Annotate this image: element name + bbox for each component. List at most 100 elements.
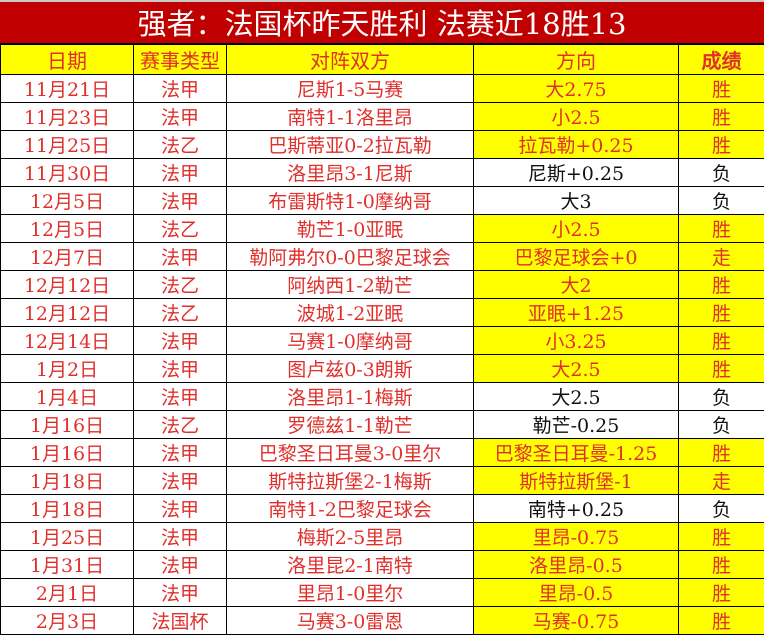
direction-cell: 小2.5 (473, 214, 679, 243)
match-cell: 布雷斯特1-0摩纳哥 (226, 186, 474, 215)
direction-cell: 大2.5 (473, 354, 679, 383)
direction-cell: 里昂-0.5 (473, 578, 679, 607)
type-cell: 法甲 (133, 550, 227, 579)
header-row: 日期 赛事类型 对阵双方 方向 成绩 (0, 44, 764, 75)
date-cell: 11月30日 (0, 158, 134, 187)
result-cell: 胜 (678, 578, 764, 607)
date-cell: 12月14日 (0, 326, 134, 355)
type-cell: 法甲 (133, 242, 227, 271)
match-cell: 南特1-2巴黎足球会 (226, 494, 474, 523)
direction-cell: 里昂-0.75 (473, 522, 679, 551)
table-row: 1月31日 法甲 洛里昆2-1南特 洛里昂-0.5 胜 (0, 550, 764, 579)
match-cell: 里昂1-0里尔 (226, 578, 474, 607)
direction-cell: 大2.5 (473, 382, 679, 411)
header-direction: 方向 (473, 44, 679, 75)
table-row: 1月18日 法甲 斯特拉斯堡2-1梅斯 斯特拉斯堡-1 走 (0, 466, 764, 495)
type-cell: 法乙 (133, 298, 227, 327)
header-match: 对阵双方 (226, 44, 474, 75)
direction-cell: 洛里昂-0.5 (473, 550, 679, 579)
date-cell: 1月16日 (0, 438, 134, 467)
result-cell: 胜 (678, 298, 764, 327)
results-table: 日期 赛事类型 对阵双方 方向 成绩 11月21日 法甲 尼斯1-5马赛 大2.75 胜… (0, 44, 764, 635)
type-cell: 法甲 (133, 158, 227, 187)
result-cell: 负 (678, 410, 764, 439)
date-cell: 11月21日 (0, 74, 134, 103)
type-cell: 法甲 (133, 494, 227, 523)
table-row: 12月5日 法甲 布雷斯特1-0摩纳哥 大3 负 (0, 186, 764, 215)
table-row: 12月12日 法乙 阿纳西1-2勒芒 大2 胜 (0, 270, 764, 299)
match-cell: 勒阿弗尔0-0巴黎足球会 (226, 242, 474, 271)
type-cell: 法甲 (133, 74, 227, 103)
date-cell: 12月5日 (0, 214, 134, 243)
result-cell: 走 (678, 466, 764, 495)
match-cell: 巴斯蒂亚0-2拉瓦勒 (226, 130, 474, 159)
direction-cell: 亚眠+1.25 (473, 298, 679, 327)
date-cell: 12月7日 (0, 242, 134, 271)
direction-cell: 尼斯+0.25 (473, 158, 679, 187)
date-cell: 11月25日 (0, 130, 134, 159)
type-cell: 法甲 (133, 438, 227, 467)
result-cell: 胜 (678, 438, 764, 467)
date-cell: 11月23日 (0, 102, 134, 131)
table-row: 2月1日 法甲 里昂1-0里尔 里昂-0.5 胜 (0, 578, 764, 607)
table-row: 12月5日 法乙 勒芒1-0亚眠 小2.5 胜 (0, 214, 764, 243)
type-cell: 法乙 (133, 214, 227, 243)
table-row: 11月21日 法甲 尼斯1-5马赛 大2.75 胜 (0, 74, 764, 103)
type-cell: 法甲 (133, 466, 227, 495)
header-type: 赛事类型 (133, 44, 227, 75)
result-cell: 胜 (678, 102, 764, 131)
date-cell: 12月12日 (0, 298, 134, 327)
match-cell: 马赛1-0摩纳哥 (226, 326, 474, 355)
direction-cell: 小3.25 (473, 326, 679, 355)
table-row: 2月3日 法国杯 马赛3-0雷恩 马赛-0.75 胜 (0, 606, 764, 635)
type-cell: 法甲 (133, 326, 227, 355)
date-cell: 1月31日 (0, 550, 134, 579)
date-cell: 1月18日 (0, 466, 134, 495)
direction-cell: 大3 (473, 186, 679, 215)
result-cell: 胜 (678, 354, 764, 383)
type-cell: 法甲 (133, 102, 227, 131)
type-cell: 法乙 (133, 270, 227, 299)
date-cell: 1月18日 (0, 494, 134, 523)
result-cell: 胜 (678, 130, 764, 159)
direction-cell: 南特+0.25 (473, 494, 679, 523)
match-cell: 罗德兹1-1勒芒 (226, 410, 474, 439)
match-cell: 图卢兹0-3朗斯 (226, 354, 474, 383)
direction-cell: 大2.75 (473, 74, 679, 103)
header-date: 日期 (0, 44, 134, 75)
table-row: 12月14日 法甲 马赛1-0摩纳哥 小3.25 胜 (0, 326, 764, 355)
result-cell: 胜 (678, 522, 764, 551)
direction-cell: 勒芒-0.25 (473, 410, 679, 439)
date-cell: 1月4日 (0, 382, 134, 411)
type-cell: 法国杯 (133, 606, 227, 635)
type-cell: 法甲 (133, 186, 227, 215)
match-cell: 波城1-2亚眠 (226, 298, 474, 327)
sheet-title: 强者：法国杯昨天胜利 法赛近18胜13 (0, 0, 764, 44)
direction-cell: 马赛-0.75 (473, 606, 679, 635)
match-cell: 洛里昆2-1南特 (226, 550, 474, 579)
result-cell: 胜 (678, 550, 764, 579)
direction-cell: 巴黎圣日耳曼-1.25 (473, 438, 679, 467)
result-cell: 胜 (678, 214, 764, 243)
match-cell: 巴黎圣日耳曼3-0里尔 (226, 438, 474, 467)
table-row: 11月23日 法甲 南特1-1洛里昂 小2.5 胜 (0, 102, 764, 131)
date-cell: 1月25日 (0, 522, 134, 551)
table-row: 11月25日 法乙 巴斯蒂亚0-2拉瓦勒 拉瓦勒+0.25 胜 (0, 130, 764, 159)
table-row: 1月25日 法甲 梅斯2-5里昂 里昂-0.75 胜 (0, 522, 764, 551)
table-row: 12月12日 法乙 波城1-2亚眠 亚眠+1.25 胜 (0, 298, 764, 327)
type-cell: 法甲 (133, 382, 227, 411)
result-cell: 负 (678, 494, 764, 523)
date-cell: 12月12日 (0, 270, 134, 299)
date-cell: 1月2日 (0, 354, 134, 383)
table-row: 1月16日 法甲 巴黎圣日耳曼3-0里尔 巴黎圣日耳曼-1.25 胜 (0, 438, 764, 467)
result-cell: 负 (678, 186, 764, 215)
result-cell: 胜 (678, 74, 764, 103)
match-cell: 斯特拉斯堡2-1梅斯 (226, 466, 474, 495)
type-cell: 法乙 (133, 130, 227, 159)
table-row: 1月4日 法甲 洛里昂1-1梅斯 大2.5 负 (0, 382, 764, 411)
match-cell: 洛里昂3-1尼斯 (226, 158, 474, 187)
result-cell: 胜 (678, 326, 764, 355)
table-row: 11月30日 法甲 洛里昂3-1尼斯 尼斯+0.25 负 (0, 158, 764, 187)
date-cell: 12月5日 (0, 186, 134, 215)
